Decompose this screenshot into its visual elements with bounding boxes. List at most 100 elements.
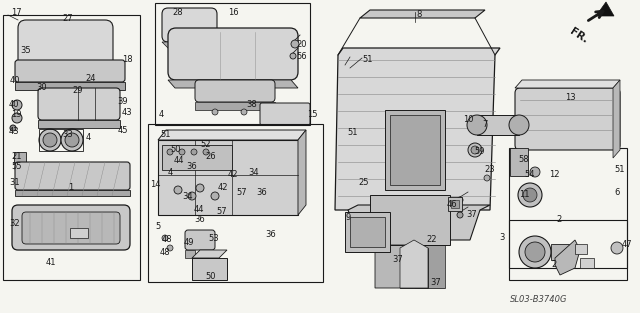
Text: 35: 35 (20, 46, 31, 55)
Text: 40: 40 (10, 76, 20, 85)
Circle shape (467, 115, 487, 135)
Text: 6: 6 (614, 188, 620, 197)
FancyBboxPatch shape (22, 212, 120, 244)
Circle shape (15, 163, 25, 173)
Text: 13: 13 (565, 93, 575, 102)
Bar (385, 110, 445, 190)
Polygon shape (14, 152, 26, 163)
Text: 50: 50 (205, 272, 216, 281)
Text: 8: 8 (416, 10, 421, 19)
Text: 21: 21 (11, 152, 22, 161)
Polygon shape (335, 48, 500, 210)
Text: 18: 18 (122, 55, 132, 64)
Circle shape (10, 125, 16, 131)
Text: 33: 33 (62, 130, 73, 139)
Polygon shape (400, 240, 428, 288)
Text: 48: 48 (162, 235, 173, 244)
Text: 57: 57 (236, 188, 246, 197)
Polygon shape (158, 130, 306, 140)
Polygon shape (185, 250, 195, 258)
FancyBboxPatch shape (260, 103, 310, 125)
Text: 47: 47 (622, 240, 632, 249)
Circle shape (484, 175, 490, 181)
Bar (510, 148, 528, 176)
Bar (345, 212, 390, 252)
Text: 58: 58 (518, 155, 529, 164)
Text: 30: 30 (36, 83, 47, 92)
Circle shape (167, 149, 173, 155)
Circle shape (468, 143, 482, 157)
Circle shape (39, 129, 61, 151)
Polygon shape (162, 42, 217, 49)
Polygon shape (15, 82, 125, 90)
Circle shape (290, 53, 296, 59)
Polygon shape (195, 102, 275, 110)
Circle shape (519, 236, 551, 268)
Text: 40: 40 (9, 100, 19, 109)
FancyBboxPatch shape (162, 8, 217, 42)
Text: 31: 31 (9, 178, 20, 187)
FancyBboxPatch shape (18, 20, 113, 70)
Polygon shape (515, 80, 620, 88)
Polygon shape (348, 205, 490, 240)
Bar (400, 248, 428, 288)
Circle shape (12, 100, 22, 110)
Text: 38: 38 (246, 100, 257, 109)
FancyBboxPatch shape (185, 230, 215, 250)
Polygon shape (596, 2, 614, 16)
Text: 14: 14 (150, 180, 161, 189)
Text: 37: 37 (466, 210, 477, 219)
Text: 24: 24 (85, 74, 95, 83)
Bar (70, 228, 88, 238)
Text: 42: 42 (218, 183, 228, 192)
Text: 57: 57 (216, 207, 227, 216)
Bar (551, 244, 569, 260)
Text: 49: 49 (184, 238, 195, 247)
Circle shape (509, 115, 529, 135)
Bar (390, 115, 440, 185)
Text: 1: 1 (68, 183, 73, 192)
Circle shape (12, 113, 22, 123)
Text: 46: 46 (447, 200, 458, 209)
Circle shape (523, 188, 537, 202)
Text: 19: 19 (11, 110, 22, 119)
Bar (509, 148, 627, 268)
Text: 25: 25 (358, 178, 369, 187)
Circle shape (188, 192, 196, 200)
Text: 45: 45 (118, 126, 129, 135)
Text: 37: 37 (430, 278, 441, 287)
Text: 56: 56 (296, 52, 307, 61)
FancyBboxPatch shape (168, 28, 298, 80)
Text: 36: 36 (194, 215, 205, 224)
Circle shape (241, 109, 247, 115)
Text: 10: 10 (463, 115, 474, 124)
FancyBboxPatch shape (38, 88, 120, 120)
Polygon shape (298, 130, 306, 215)
Circle shape (211, 192, 219, 200)
Bar (509, 220, 627, 280)
Circle shape (457, 197, 463, 203)
Bar (370, 195, 450, 245)
Text: 41: 41 (46, 258, 56, 267)
Text: 52: 52 (200, 140, 211, 149)
Bar (350, 217, 385, 247)
FancyBboxPatch shape (15, 60, 125, 82)
Bar (575, 244, 587, 254)
FancyBboxPatch shape (15, 162, 130, 190)
Text: 9: 9 (346, 213, 351, 222)
Circle shape (525, 242, 545, 262)
Text: 16: 16 (228, 8, 239, 17)
Text: 23: 23 (484, 165, 495, 174)
Text: 2: 2 (556, 215, 561, 224)
Text: 42: 42 (228, 170, 239, 179)
Text: 29: 29 (72, 86, 83, 95)
Circle shape (196, 184, 204, 192)
Text: 44: 44 (194, 205, 205, 214)
Text: 3: 3 (499, 233, 504, 242)
Circle shape (203, 149, 209, 155)
Text: 50: 50 (170, 145, 180, 154)
Text: 22: 22 (426, 235, 436, 244)
Text: SL03-B3740G: SL03-B3740G (510, 295, 568, 304)
Bar (158, 140, 298, 215)
Bar (192, 258, 227, 280)
